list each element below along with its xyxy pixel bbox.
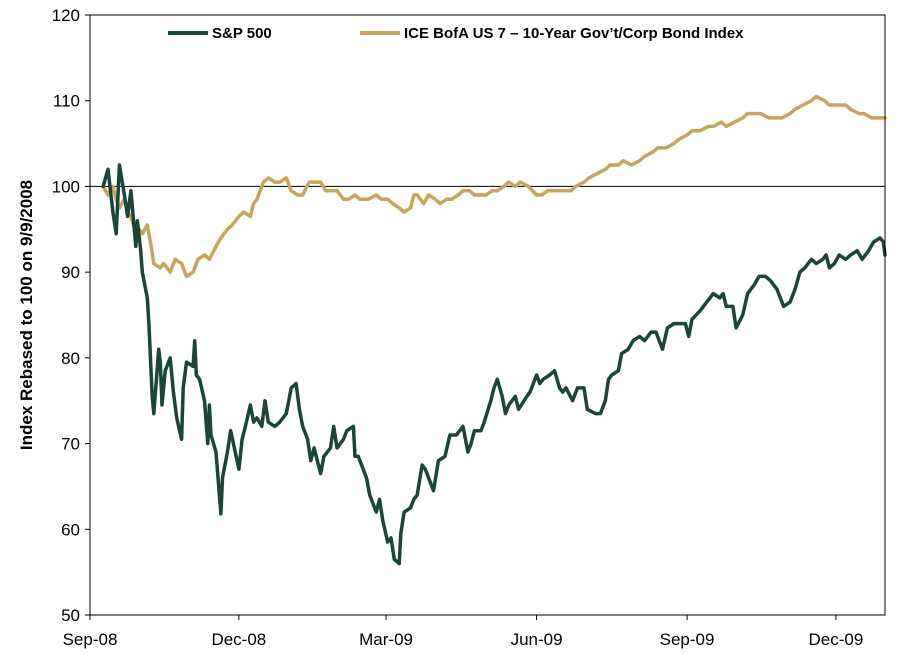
y-tick-label: 100: [52, 177, 80, 196]
series-line-sp500: [101, 163, 887, 566]
legend: S&P 500 ICE BofA US 7 – 10-Year Gov’t/Cor…: [168, 25, 744, 42]
plot-border: [89, 14, 886, 616]
y-tick-label: 110: [53, 92, 80, 111]
plot-area: [90, 15, 885, 615]
y-tick-label: 60: [61, 520, 80, 539]
x-tick-label: Mar-09: [359, 630, 413, 649]
legend-item-bond-index-label: ICE BofA US 7 – 10-Year Gov’t/Corp Bond …: [404, 25, 744, 42]
x-tick-label: Sep-08: [63, 630, 118, 649]
x-tick-label: Dec-08: [211, 630, 266, 649]
legend-item-sp500-label: S&P 500: [212, 25, 272, 42]
x-tick-label: Sep-09: [660, 630, 715, 649]
series-line-bond-index: [101, 94, 887, 279]
series-lines: [101, 94, 887, 566]
x-tick-label: Dec-09: [809, 630, 864, 649]
x-tick-label: Jun-09: [511, 630, 563, 649]
y-tick-label: 70: [61, 435, 80, 454]
y-tick-label: 90: [61, 263, 80, 282]
y-axis-tick-labels: 50 60 70 80 90 100 110 120: [52, 6, 90, 625]
x-axis-tick-labels: Sep-08 Dec-08 Mar-09 Jun-09 Sep-09 Dec-09: [63, 615, 864, 649]
y-tick-label: 120: [52, 6, 80, 25]
y-tick-label: 80: [61, 349, 80, 368]
y-axis-label: Index Rebased to 100 on 9/9/2008: [17, 180, 36, 450]
y-tick-label: 50: [61, 606, 80, 625]
